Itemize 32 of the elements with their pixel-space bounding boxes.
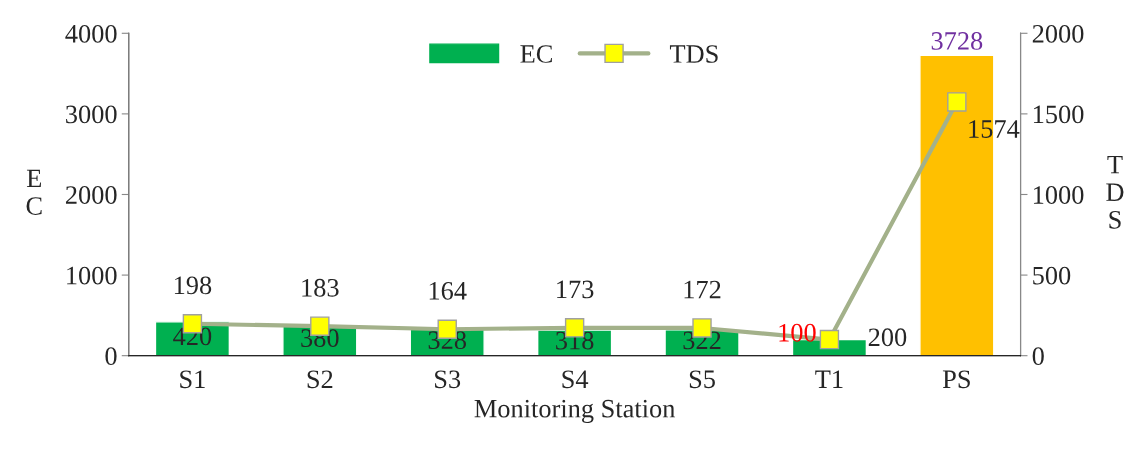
y2-tick-label: 2000	[1032, 24, 1084, 43]
x-tick-label: T1	[815, 370, 843, 388]
data-label: 3728	[931, 32, 983, 50]
data-label: 172	[684, 280, 721, 299]
data-label: 164	[429, 282, 467, 300]
y-tick-label: 1000	[67, 266, 117, 285]
x-tick-label: S3	[435, 370, 461, 389]
point	[819, 329, 840, 350]
legend-label: TDS	[669, 45, 718, 63]
y2-tick-label: 500	[1033, 266, 1071, 285]
y-axis-title: EC	[26, 169, 42, 215]
x-axis-title: Monitoring Station	[474, 399, 676, 423]
y-tick-label: 4000	[65, 24, 117, 43]
y2-tick-label: 1000	[1033, 186, 1084, 204]
y2-tick-label: 0	[1032, 347, 1044, 366]
x-tick-label: S4	[562, 370, 589, 389]
point	[947, 92, 967, 112]
x-tick-label: S2	[307, 370, 333, 389]
data-label: 173	[557, 280, 594, 299]
y-tick-label: 2000	[65, 186, 117, 204]
legend-label: EC	[520, 45, 552, 63]
y-tick-label: 3000	[66, 105, 117, 124]
data-label: 183	[302, 278, 339, 297]
x-tick-label: PS	[942, 370, 970, 389]
y2-axis-title: TDS	[1106, 155, 1124, 229]
data-label: 198	[174, 276, 212, 295]
x-tick-label: S1	[180, 370, 205, 389]
data-label: 100	[779, 323, 816, 342]
x-tick-label: S5	[689, 370, 715, 389]
y-tick-label: 0	[105, 347, 117, 366]
y2-tick-label: 1500	[1033, 105, 1084, 124]
data-label: 200	[868, 328, 907, 347]
